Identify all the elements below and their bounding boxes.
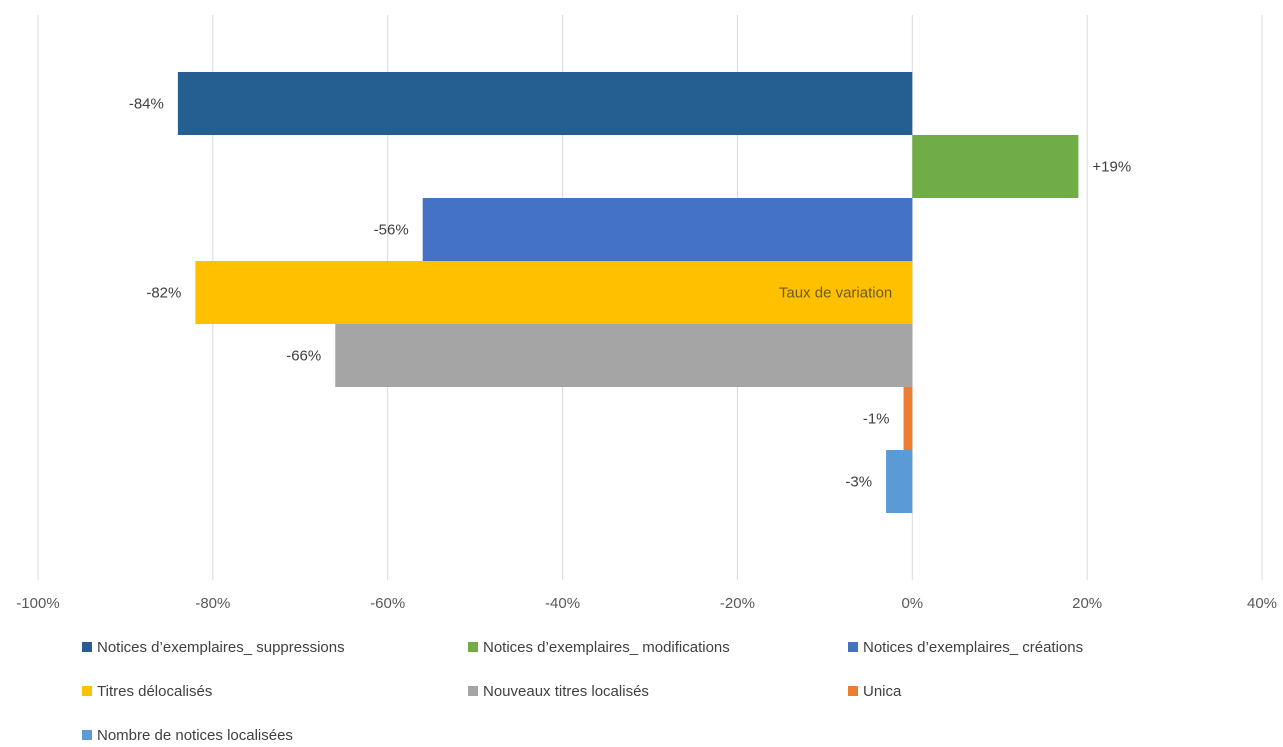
bars: [177, 72, 1079, 513]
legend-label-2: Notices d’exemplaires_ créations: [863, 639, 1083, 656]
data-label-0: -84%: [129, 96, 164, 113]
legend: Notices d’exemplaires_ suppressions Notic…: [82, 639, 1083, 744]
legend-label-5: Unica: [863, 683, 902, 700]
bar-6: [886, 450, 913, 513]
data-labels: -84% +19% -56% -82% -66% -1% -3%: [129, 96, 1131, 491]
bar-0: [177, 72, 913, 135]
legend-label-0: Notices d’exemplaires_ suppressions: [97, 639, 345, 656]
legend-swatch-3: [82, 686, 92, 696]
tick-label-7: 40%: [1247, 595, 1277, 612]
tick-label-4: -20%: [720, 595, 755, 612]
legend-swatch-4: [468, 686, 478, 696]
data-label-5: -1%: [863, 411, 890, 428]
legend-swatch-1: [468, 642, 478, 652]
legend-item-1: Notices d’exemplaires_ modifications: [468, 639, 730, 656]
category-label: Taux de variation: [779, 285, 892, 302]
legend-label-3: Titres délocalisés: [97, 683, 212, 700]
legend-swatch-2: [848, 642, 858, 652]
data-label-3: -82%: [146, 285, 181, 302]
legend-item-0: Notices d’exemplaires_ suppressions: [82, 639, 345, 656]
legend-label-6: Nombre de notices localisées: [97, 727, 293, 744]
legend-item-3: Titres délocalisés: [82, 683, 212, 700]
legend-item-4: Nouveaux titres localisés: [468, 683, 649, 700]
bar-5: [903, 387, 913, 450]
x-axis-tick-labels: -100% -80% -60% -40% -20% 0% 20% 40%: [16, 595, 1277, 612]
legend-item-2: Notices d’exemplaires_ créations: [848, 639, 1083, 656]
legend-label-4: Nouveaux titres localisés: [483, 683, 649, 700]
legend-item-6: Nombre de notices localisées: [82, 727, 293, 744]
legend-item-5: Unica: [848, 683, 902, 700]
tick-label-1: -80%: [195, 595, 230, 612]
tick-label-2: -60%: [370, 595, 405, 612]
legend-swatch-5: [848, 686, 858, 696]
tick-label-6: 20%: [1072, 595, 1102, 612]
bar-3: [195, 261, 913, 324]
legend-swatch-0: [82, 642, 92, 652]
bar-4: [335, 324, 913, 387]
legend-swatch-6: [82, 730, 92, 740]
data-label-4: -66%: [286, 348, 321, 365]
tick-label-0: -100%: [16, 595, 59, 612]
data-label-6: -3%: [845, 474, 872, 491]
bar-2: [422, 198, 913, 261]
data-label-1: +19%: [1092, 159, 1131, 176]
tick-label-5: 0%: [901, 595, 923, 612]
bar-1: [912, 135, 1079, 198]
legend-label-1: Notices d’exemplaires_ modifications: [483, 639, 730, 656]
tick-label-3: -40%: [545, 595, 580, 612]
data-label-2: -56%: [374, 222, 409, 239]
